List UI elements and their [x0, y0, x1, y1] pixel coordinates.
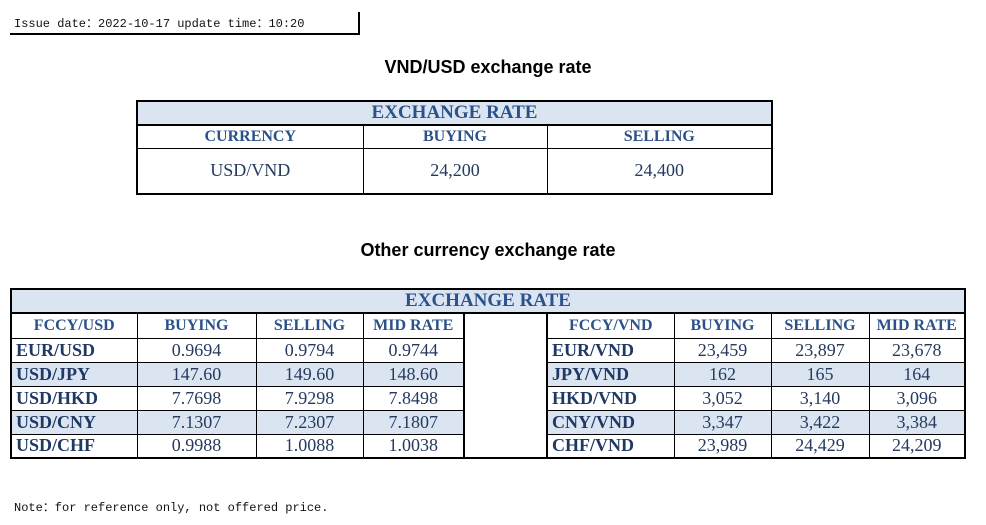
cell: 0.9794	[255, 337, 364, 363]
cell: 7.8498	[362, 385, 465, 411]
column-header: FCCY/USD	[10, 312, 138, 339]
cell: 148.60	[362, 361, 465, 387]
cell: 164	[868, 361, 966, 387]
cell: 7.7698	[136, 385, 257, 411]
column-header: BUYING	[136, 312, 257, 339]
title-other: Other currency exchange rate	[360, 240, 616, 260]
cell: EUR/USD	[10, 337, 138, 363]
table-header: EXCHANGE RATE	[136, 100, 773, 126]
column-header: SELLING	[546, 124, 773, 149]
cell: HKD/VND	[546, 385, 675, 411]
header-row: EXCHANGE RATE	[10, 288, 966, 314]
cell: 3,140	[770, 385, 870, 411]
cell: CNY/VND	[546, 409, 675, 435]
column-header: FCCY/VND	[546, 312, 675, 339]
cell: 3,096	[868, 385, 966, 411]
cell: 3,052	[673, 385, 772, 411]
column-header: MID RATE	[362, 312, 465, 339]
column-header: BUYING	[362, 124, 548, 149]
cell: 165	[770, 361, 870, 387]
data-row: USD/CHF 0.9988 1.0088 1.0038 CHF/VND 23,989 24…	[10, 433, 966, 459]
column-header: MID RATE	[868, 312, 966, 339]
gap	[463, 434, 548, 458]
cell: USD/CNY	[10, 409, 138, 435]
gap	[463, 362, 548, 386]
column-header: BUYING	[673, 312, 772, 339]
issue-date: Issue date：2022-10-17 update time：10:20	[10, 12, 360, 35]
cell: 3,384	[868, 409, 966, 435]
cell: EUR/VND	[546, 337, 675, 363]
cell: 24,209	[868, 433, 966, 459]
gap	[463, 338, 548, 362]
data-row: EUR/USD 0.9694 0.9794 0.9744 EUR/VND 23,459 23…	[10, 337, 966, 363]
main-rate-table: EXCHANGE RATE CURRENCY BUYING SELLING USD/VN…	[136, 100, 774, 195]
cell: 23,897	[770, 337, 870, 363]
cell: 162	[673, 361, 772, 387]
column-header: SELLING	[255, 312, 364, 339]
cell: 23,678	[868, 337, 966, 363]
title-main: VND/USD exchange rate	[384, 57, 592, 77]
cell: 1.0038	[362, 433, 465, 459]
cell: 149.60	[255, 361, 364, 387]
column-header: SELLING	[770, 312, 870, 339]
data-row: USD/HKD 7.7698 7.9298 7.8498 HKD/VND 3,052 3,1…	[10, 385, 966, 411]
column-header-row: FCCY/USD BUYING SELLING MID RATE FCCY/VND BUY…	[10, 312, 966, 339]
cell: 1.0088	[255, 433, 364, 459]
cell: 23,459	[673, 337, 772, 363]
cell: 0.9744	[362, 337, 465, 363]
cell: 23,989	[673, 433, 772, 459]
cell: 7.1807	[362, 409, 465, 435]
cell: 147.60	[136, 361, 257, 387]
cell: USD/JPY	[10, 361, 138, 387]
gap	[463, 386, 548, 410]
cell: 7.2307	[255, 409, 364, 435]
gap	[463, 313, 548, 338]
column-header-row: CURRENCY BUYING SELLING	[136, 124, 773, 149]
cell: USD/HKD	[10, 385, 138, 411]
other-rate-table: EXCHANGE RATE FCCY/USD BUYING SELLING MID RA…	[10, 288, 967, 459]
cell: 24,400	[546, 147, 773, 195]
table-header: EXCHANGE RATE	[10, 288, 966, 314]
note: Note：for reference only, not offered pri…	[14, 501, 329, 515]
cell: 7.9298	[255, 385, 364, 411]
cell: 24,200	[362, 147, 548, 195]
data-row: USD/JPY 147.60 149.60 148.60 JPY/VND 162 165 16…	[10, 361, 966, 387]
data-row: USD/VND 24,200 24,400	[136, 147, 773, 195]
header-row: EXCHANGE RATE	[136, 100, 773, 126]
data-row: USD/CNY 7.1307 7.2307 7.1807 CNY/VND 3,347 3,4…	[10, 409, 966, 435]
cell: 0.9694	[136, 337, 257, 363]
cell: 7.1307	[136, 409, 257, 435]
cell: 24,429	[770, 433, 870, 459]
cell: USD/VND	[136, 147, 364, 195]
cell: USD/CHF	[10, 433, 138, 459]
cell: JPY/VND	[546, 361, 675, 387]
cell: 3,422	[770, 409, 870, 435]
gap	[463, 410, 548, 434]
column-header: CURRENCY	[136, 124, 364, 149]
cell: 3,347	[673, 409, 772, 435]
cell: CHF/VND	[546, 433, 675, 459]
cell: 0.9988	[136, 433, 257, 459]
